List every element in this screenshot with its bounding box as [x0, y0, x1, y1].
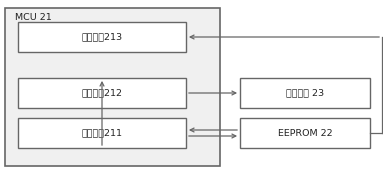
Bar [5, 8, 220, 166]
Bar [240, 118, 370, 148]
Bar [240, 78, 370, 108]
Text: EEPROM 22: EEPROM 22 [278, 128, 332, 138]
Text: 启动单元213: 启动单元213 [82, 33, 123, 41]
Text: 判断单元212: 判断单元212 [82, 89, 123, 97]
Text: 读写单元211: 读写单元211 [82, 128, 123, 138]
Text: 备份单元 23: 备份单元 23 [286, 89, 324, 97]
Bar [18, 78, 186, 108]
Bar [18, 22, 186, 52]
Text: MCU 21: MCU 21 [15, 12, 52, 22]
Bar [18, 118, 186, 148]
